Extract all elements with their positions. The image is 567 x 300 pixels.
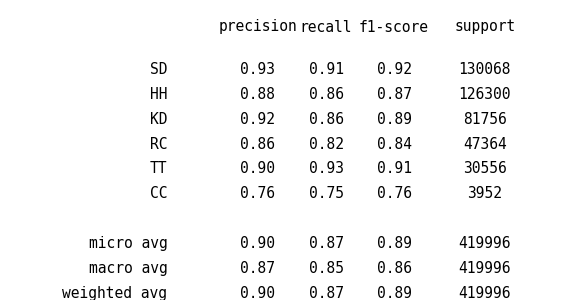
Text: 0.85: 0.85 bbox=[308, 261, 344, 276]
Text: 0.90: 0.90 bbox=[240, 161, 276, 176]
Text: weighted avg: weighted avg bbox=[62, 286, 167, 300]
Text: 130068: 130068 bbox=[459, 62, 511, 77]
Text: TT: TT bbox=[150, 161, 167, 176]
Text: 0.87: 0.87 bbox=[376, 87, 412, 102]
Text: macro avg: macro avg bbox=[88, 261, 167, 276]
Text: 0.90: 0.90 bbox=[240, 286, 276, 300]
Text: f1-score: f1-score bbox=[359, 20, 429, 34]
Text: 30556: 30556 bbox=[463, 161, 507, 176]
Text: 126300: 126300 bbox=[459, 87, 511, 102]
Text: 0.86: 0.86 bbox=[240, 136, 276, 152]
Text: 419996: 419996 bbox=[459, 236, 511, 251]
Text: 0.91: 0.91 bbox=[308, 62, 344, 77]
Text: 0.89: 0.89 bbox=[376, 236, 412, 251]
Text: 0.92: 0.92 bbox=[240, 112, 276, 127]
Text: 0.86: 0.86 bbox=[308, 112, 344, 127]
Text: 419996: 419996 bbox=[459, 286, 511, 300]
Text: 0.90: 0.90 bbox=[240, 236, 276, 251]
Text: KD: KD bbox=[150, 112, 167, 127]
Text: micro avg: micro avg bbox=[88, 236, 167, 251]
Text: 0.89: 0.89 bbox=[376, 286, 412, 300]
Text: 0.82: 0.82 bbox=[308, 136, 344, 152]
Text: support: support bbox=[454, 20, 515, 34]
Text: 0.76: 0.76 bbox=[376, 186, 412, 201]
Text: precision: precision bbox=[219, 20, 297, 34]
Text: 0.86: 0.86 bbox=[308, 87, 344, 102]
Text: 0.84: 0.84 bbox=[376, 136, 412, 152]
Text: 419996: 419996 bbox=[459, 261, 511, 276]
Text: 0.93: 0.93 bbox=[240, 62, 276, 77]
Text: 0.87: 0.87 bbox=[308, 286, 344, 300]
Text: 47364: 47364 bbox=[463, 136, 507, 152]
Text: HH: HH bbox=[150, 87, 167, 102]
Text: 0.87: 0.87 bbox=[308, 236, 344, 251]
Text: 0.92: 0.92 bbox=[376, 62, 412, 77]
Text: recall: recall bbox=[300, 20, 352, 34]
Text: 0.89: 0.89 bbox=[376, 112, 412, 127]
Text: 81756: 81756 bbox=[463, 112, 507, 127]
Text: 0.86: 0.86 bbox=[376, 261, 412, 276]
Text: SD: SD bbox=[150, 62, 167, 77]
Text: 0.93: 0.93 bbox=[308, 161, 344, 176]
Text: 0.76: 0.76 bbox=[240, 186, 276, 201]
Text: 0.87: 0.87 bbox=[240, 261, 276, 276]
Text: 0.91: 0.91 bbox=[376, 161, 412, 176]
Text: RC: RC bbox=[150, 136, 167, 152]
Text: CC: CC bbox=[150, 186, 167, 201]
Text: 0.88: 0.88 bbox=[240, 87, 276, 102]
Text: 0.75: 0.75 bbox=[308, 186, 344, 201]
Text: 3952: 3952 bbox=[467, 186, 502, 201]
